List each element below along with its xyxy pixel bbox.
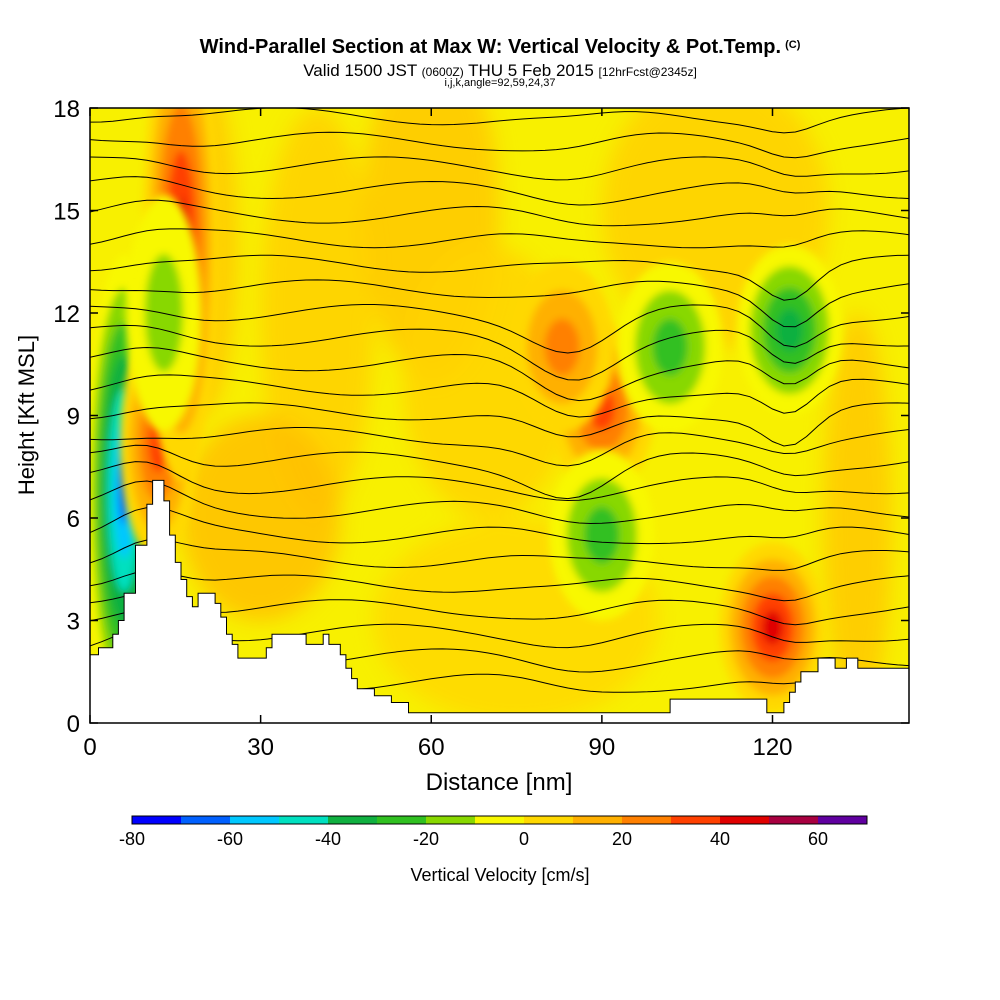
field-haze-blob — [260, 108, 375, 518]
isentrope-line — [90, 507, 909, 545]
updraft-cell — [509, 261, 615, 433]
isentrope-line — [90, 156, 909, 181]
copyright-mark: (C) — [785, 39, 801, 51]
x-tick-label: 120 — [752, 734, 792, 761]
chart-title: Wind-Parallel Section at Max W: Vertical… — [199, 36, 801, 58]
isentrope-line — [90, 538, 909, 571]
colorbar-label: Vertical Velocity [cm/s] — [410, 865, 589, 885]
colorbar-tick-label: -20 — [413, 829, 439, 849]
x-axis: 0 30 60 90 120 — [83, 108, 793, 761]
isentrope-line — [90, 374, 909, 418]
colorbar-swatch — [720, 816, 770, 824]
isentrope-line — [90, 324, 909, 381]
chart-indices: i,j,k,angle=92,59,24,37 — [444, 77, 556, 89]
y-tick-label: 18 — [53, 96, 80, 123]
colorbar-swatch — [426, 816, 476, 824]
updraft-cell — [719, 542, 826, 713]
y-tick-label: 9 — [67, 404, 80, 431]
y-axis-label: Height [Kft MSL] — [14, 335, 39, 495]
colorbar-swatch — [475, 816, 525, 824]
colorbar-swatch — [377, 816, 427, 824]
isentrope-line — [90, 254, 909, 301]
isentrope-line — [90, 594, 909, 626]
downdraft-ring — [584, 506, 620, 564]
colorbar-swatch — [279, 816, 329, 824]
y-tick-label: 15 — [53, 199, 80, 226]
colorbar-tick-label: -40 — [315, 829, 341, 849]
y-axis: 0 3 6 9 12 15 18 — [53, 96, 909, 738]
chart-subtitle: Valid 1500 JST (0600Z) THU 5 Feb 2015 [1… — [303, 61, 697, 80]
colorbar-tick-label: 60 — [808, 829, 828, 849]
terrain — [89, 479, 910, 724]
isentrope-line — [90, 461, 909, 502]
isentrope-line — [90, 402, 909, 447]
x-tick-label: 30 — [247, 734, 274, 761]
colorbar-swatch — [573, 816, 623, 824]
isentrope-line — [90, 570, 909, 602]
colorbar-swatch — [524, 816, 574, 824]
colorbar: -80 -60 -40 -20 0 20 40 60 — [119, 815, 868, 849]
field-haze-blob — [181, 415, 341, 621]
colorbar-swatch — [181, 816, 231, 824]
colorbar-swatch — [818, 816, 868, 824]
isentrope-line — [90, 176, 909, 206]
colorbar-swatch — [230, 816, 280, 824]
colorbar-outline — [131, 815, 868, 825]
colorbar-tick-label: -80 — [119, 829, 145, 849]
colorbar-swatch — [769, 816, 819, 824]
y-tick-label: 3 — [67, 609, 80, 636]
isentrope-line — [90, 304, 909, 354]
colorbar-swatch — [671, 816, 721, 824]
isentrope-line — [90, 228, 909, 249]
downdraft-ring — [652, 318, 688, 376]
isentrope-line — [90, 199, 909, 227]
updraft-ring — [544, 318, 580, 376]
x-tick-label: 60 — [418, 734, 445, 761]
downdraft-ring — [776, 308, 803, 352]
downdraft-cell — [617, 261, 723, 433]
colorbar-swatch — [328, 816, 378, 824]
downdraft-cell — [549, 449, 655, 621]
isentrope-line — [90, 131, 909, 159]
y-tick-label: 12 — [53, 301, 80, 328]
downdraft-cell — [736, 244, 843, 416]
x-tick-label: 0 — [83, 734, 96, 761]
x-tick-label: 90 — [589, 734, 616, 761]
isentrope-line — [90, 346, 909, 402]
colorbar-tick-label: -60 — [217, 829, 243, 849]
field-haze-blob — [823, 313, 892, 723]
isentrope-line — [90, 444, 909, 500]
isentrope-line — [90, 279, 909, 328]
isentrope-line — [90, 108, 909, 134]
y-tick-label: 0 — [67, 711, 80, 738]
colorbar-tick-label: 0 — [519, 829, 529, 849]
isentrope-line — [90, 427, 909, 467]
colorbar-tick-label: 40 — [710, 829, 730, 849]
colorbar-tick-label: 20 — [612, 829, 632, 849]
colorbar-swatch — [622, 816, 672, 824]
colorbar-swatch — [132, 816, 182, 824]
y-tick-label: 6 — [67, 506, 80, 533]
x-axis-label: Distance [nm] — [426, 769, 573, 796]
isentrope-line — [90, 480, 909, 525]
